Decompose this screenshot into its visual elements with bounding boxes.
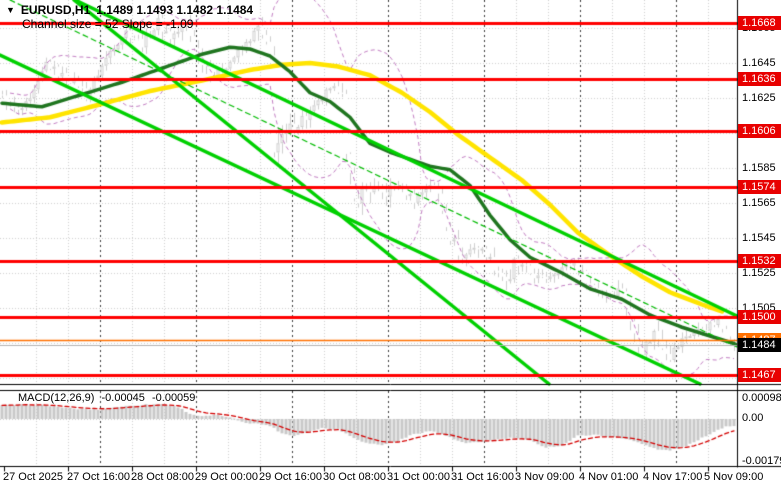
macd-axis-label: -0.00179 [742, 455, 781, 467]
price-axis-label: 1.1645 [742, 57, 776, 69]
price-badge-resistance-level: 1.1574 [738, 180, 781, 195]
time-axis-label: 29 Oct 16:00 [259, 471, 322, 483]
time-axis-label: 31 Oct 00:00 [387, 471, 450, 483]
price-badge-support-level: 1.1532 [738, 253, 781, 268]
time-axis-label: 27 Oct 16:00 [67, 471, 130, 483]
symbol-dropdown-icon[interactable]: ▼ [6, 5, 15, 15]
price-axis-label: 1.1565 [742, 197, 776, 209]
time-axis-label: 29 Oct 00:00 [195, 471, 258, 483]
price-badge-support-level: 1.1500 [738, 309, 781, 324]
price-badge-support-level: 1.1467 [738, 367, 781, 382]
time-axis-label: 31 Oct 16:00 [451, 471, 514, 483]
time-axis-label: 3 Nov 09:00 [515, 471, 575, 483]
time-axis-label: 5 Nov 09:00 [704, 471, 764, 483]
time-axis-label: 4 Nov 17:00 [643, 471, 703, 483]
price-badge-bid-price: 1.1484 [738, 337, 781, 352]
price-badge-resistance-level: 1.1606 [738, 124, 781, 139]
price-axis-label: 1.1545 [742, 232, 776, 244]
chart-header: ▼ EURUSD,H1 1.1489 1.1493 1.1482 1.1484 [6, 3, 253, 17]
macd-value: -0.00045 [101, 392, 145, 404]
ohlc-readout: 1.1489 1.1493 1.1482 1.1484 [96, 3, 254, 17]
time-axis-label: 30 Oct 08:00 [323, 471, 386, 483]
price-badge-resistance-level: 1.1636 [738, 71, 781, 86]
price-axis-label: 1.1525 [742, 267, 776, 279]
price-badge-resistance-level: 1.1668 [738, 15, 781, 30]
time-axis-label: 4 Nov 01:00 [579, 471, 639, 483]
channel-info-label: Channel size = 52 Slope = -1.09 [22, 17, 194, 31]
price-axis-label: 1.1625 [742, 92, 776, 104]
macd-signal-value: -0.00059 [151, 392, 196, 404]
macd-name: MACD(12,26,9) [18, 392, 95, 404]
symbol-timeframe-label: EURUSD,H1 [20, 3, 91, 17]
price-axis-label: 1.1585 [742, 162, 776, 174]
macd-axis-label: 0.00 [742, 412, 764, 424]
macd-indicator-label: MACD(12,26,9) -0.00045 -0.00059 [18, 392, 199, 404]
macd-axis-label: 0.00098 [742, 392, 781, 404]
time-axis-label: 27 Oct 2025 [3, 471, 63, 483]
time-axis-label: 28 Oct 08:00 [131, 471, 194, 483]
